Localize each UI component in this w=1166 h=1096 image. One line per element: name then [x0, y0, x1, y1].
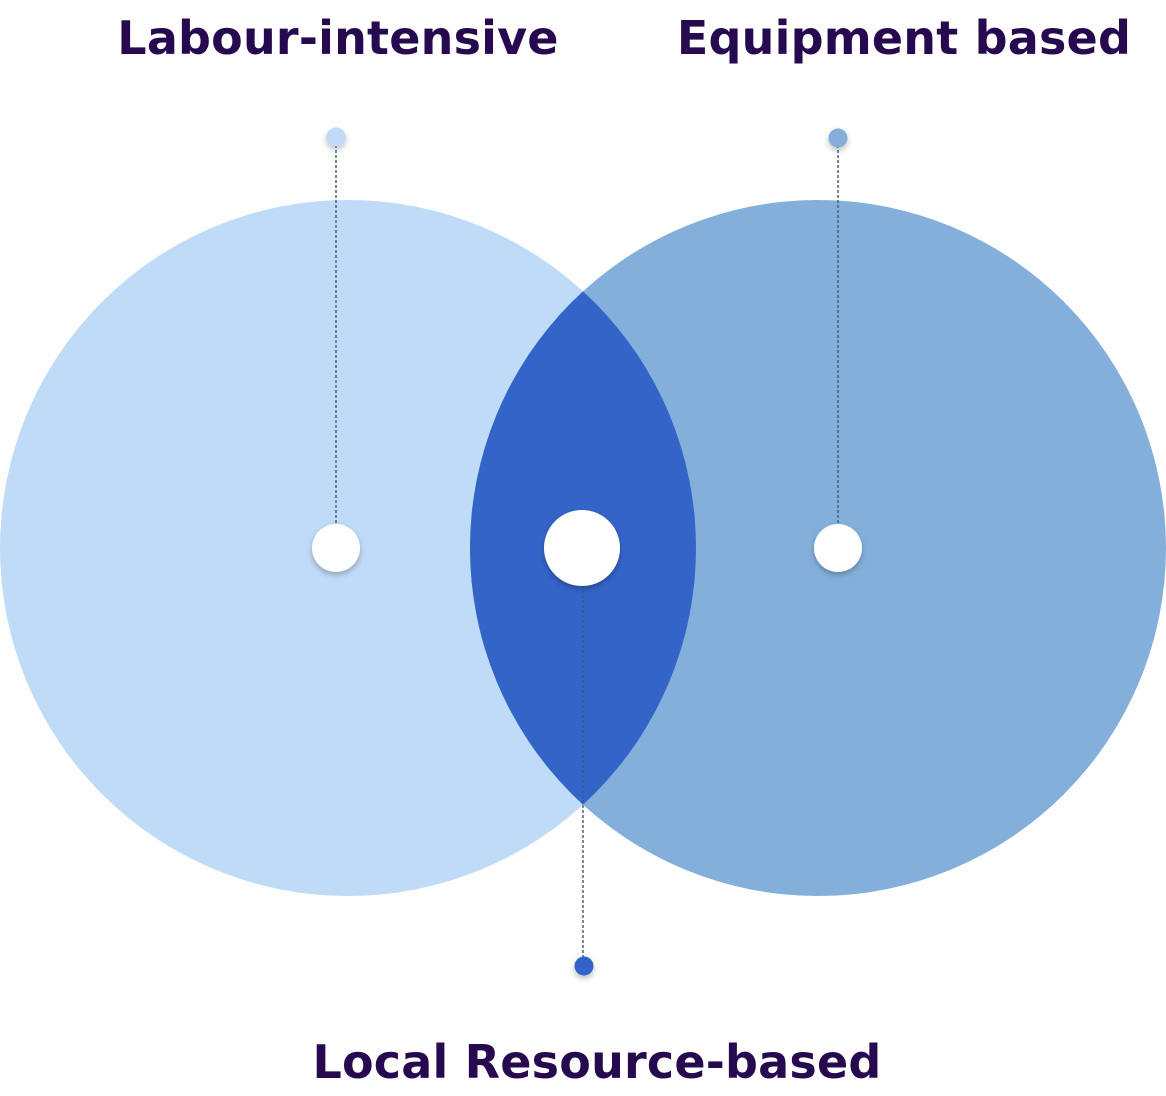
- equipment-based-label: Equipment based: [676, 11, 1132, 65]
- labour-intensive-label: Labour-intensive: [117, 11, 559, 65]
- intersection-center-marker: [544, 510, 620, 586]
- local-resource-based-intersection: [470, 200, 696, 896]
- right-center-marker: [814, 524, 862, 572]
- local-resource-based-label: Local Resource-based: [312, 1035, 882, 1089]
- left-center-marker: [312, 524, 360, 572]
- left-top-dot: [326, 127, 346, 147]
- bottom-dot: [574, 956, 594, 976]
- right-top-dot: [828, 128, 848, 148]
